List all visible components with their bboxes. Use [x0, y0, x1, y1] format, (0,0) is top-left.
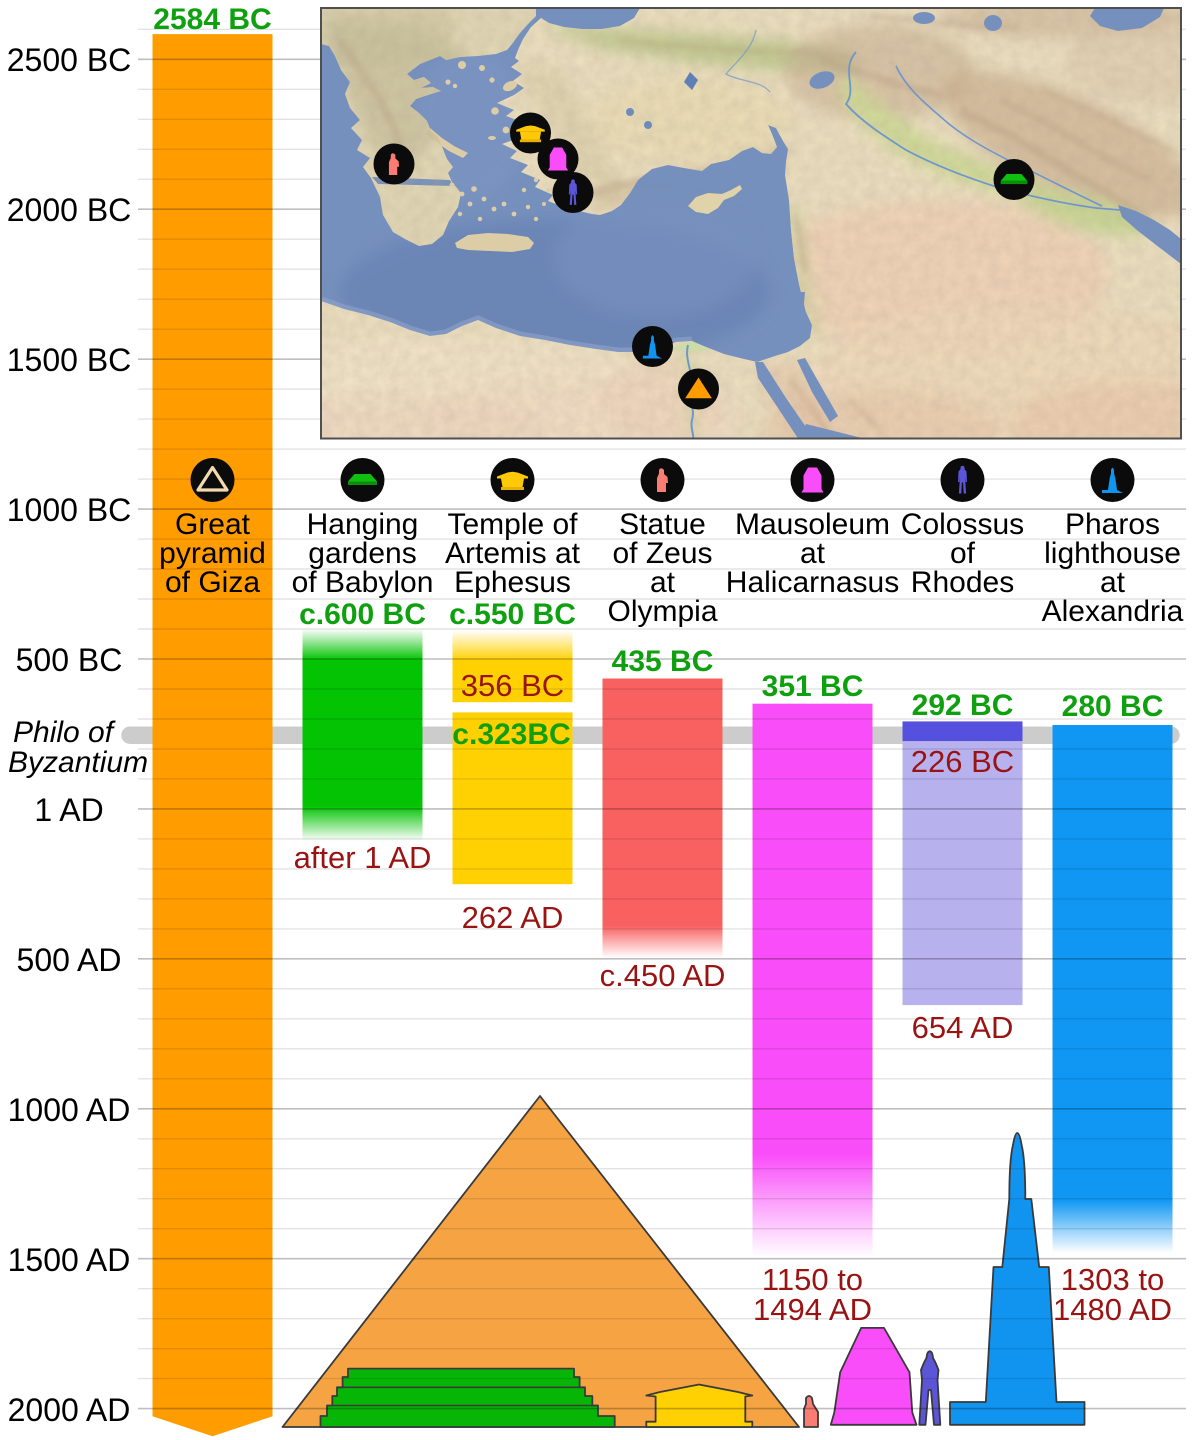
svg-text:Statue: Statue — [619, 508, 706, 541]
svg-text:500 AD: 500 AD — [17, 942, 122, 978]
svg-text:351 BC: 351 BC — [762, 670, 864, 703]
svg-text:Byzantium: Byzantium — [8, 746, 148, 779]
svg-text:lighthouse: lighthouse — [1044, 537, 1181, 570]
svg-text:of: of — [950, 537, 976, 570]
svg-text:Pharos: Pharos — [1065, 508, 1160, 541]
svg-text:1 AD: 1 AD — [34, 792, 103, 828]
svg-text:1494 AD: 1494 AD — [753, 1292, 872, 1327]
svg-text:Rhodes: Rhodes — [911, 566, 1014, 599]
svg-text:2000 BC: 2000 BC — [7, 192, 132, 228]
svg-text:Mausoleum: Mausoleum — [735, 508, 890, 541]
svg-text:1303 to: 1303 to — [1061, 1262, 1164, 1297]
svg-text:of Babylon: of Babylon — [292, 566, 434, 599]
svg-text:435 BC: 435 BC — [612, 645, 714, 678]
svg-text:226 BC: 226 BC — [911, 744, 1014, 779]
svg-text:c.600 BC: c.600 BC — [299, 598, 426, 631]
svg-text:1500 AD: 1500 AD — [8, 1242, 131, 1278]
svg-text:292 BC: 292 BC — [912, 689, 1014, 722]
svg-text:Colossus: Colossus — [901, 508, 1024, 541]
svg-text:1480 AD: 1480 AD — [1053, 1292, 1172, 1327]
svg-text:1000 AD: 1000 AD — [8, 1092, 131, 1128]
svg-text:2000 AD: 2000 AD — [8, 1392, 131, 1428]
svg-text:Alexandria: Alexandria — [1042, 595, 1184, 628]
svg-text:654 AD: 654 AD — [912, 1010, 1014, 1045]
svg-text:280 BC: 280 BC — [1062, 690, 1164, 723]
svg-text:2500 BC: 2500 BC — [7, 42, 132, 78]
svg-text:c.550 BC: c.550 BC — [449, 598, 576, 631]
svg-text:of Zeus: of Zeus — [612, 537, 712, 570]
svg-text:Hanging: Hanging — [307, 508, 419, 541]
svg-text:at: at — [1100, 566, 1126, 599]
svg-text:pyramid: pyramid — [159, 537, 266, 570]
svg-text:Olympia: Olympia — [607, 595, 717, 628]
svg-text:500 BC: 500 BC — [16, 642, 123, 678]
svg-text:1500 BC: 1500 BC — [7, 342, 132, 378]
svg-text:Ephesus: Ephesus — [454, 566, 571, 599]
svg-text:at: at — [800, 537, 826, 570]
svg-text:356 BC: 356 BC — [461, 668, 564, 703]
svg-text:Artemis at: Artemis at — [445, 537, 581, 570]
svg-text:gardens: gardens — [308, 537, 416, 570]
svg-text:Philo of: Philo of — [13, 716, 116, 749]
svg-text:1000 BC: 1000 BC — [7, 492, 132, 528]
svg-text:2584 BC: 2584 BC — [153, 3, 271, 36]
svg-text:of Giza: of Giza — [165, 566, 260, 599]
svg-text:262 AD: 262 AD — [462, 900, 564, 935]
svg-text:Halicarnasus: Halicarnasus — [726, 566, 899, 599]
svg-text:at: at — [650, 566, 676, 599]
svg-text:after 1 AD: after 1 AD — [294, 840, 432, 875]
svg-text:1150 to: 1150 to — [762, 1262, 863, 1297]
svg-text:Great: Great — [175, 508, 251, 541]
svg-text:Temple of: Temple of — [447, 508, 578, 541]
svg-text:c.323BC: c.323BC — [452, 718, 570, 751]
svg-text:c.450 AD: c.450 AD — [600, 958, 726, 993]
